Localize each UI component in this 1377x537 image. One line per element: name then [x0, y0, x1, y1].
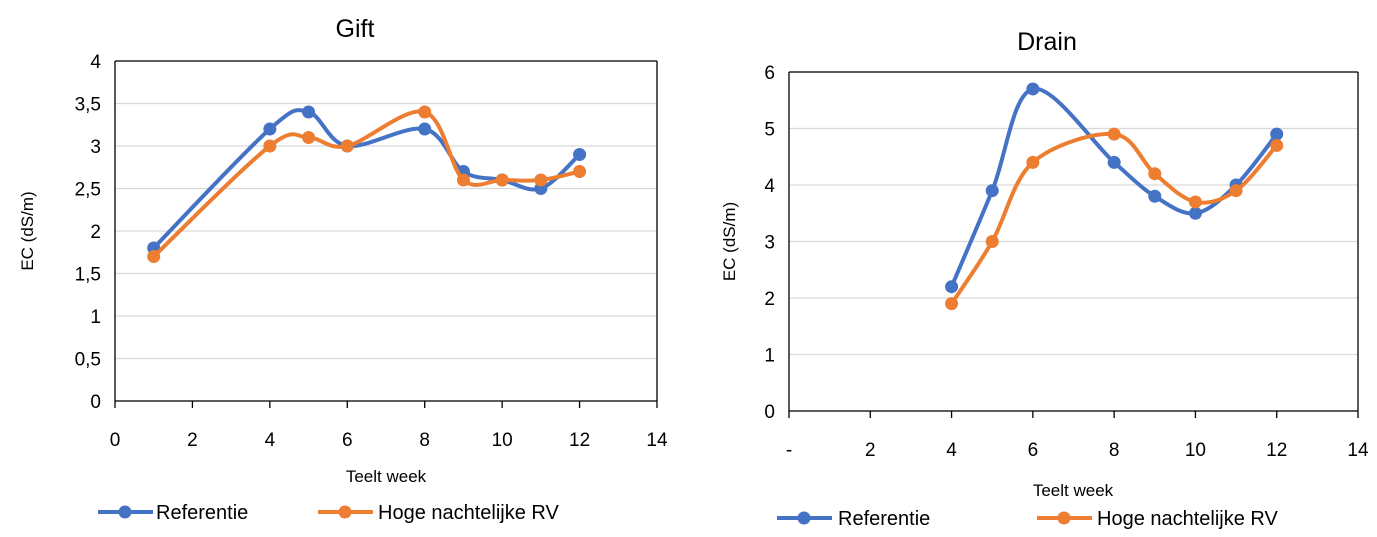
- x-tick-label: 8: [419, 430, 430, 451]
- y-tick-label: 3: [90, 137, 101, 158]
- data-point: [945, 280, 959, 294]
- y-tick-label: 1: [764, 346, 775, 367]
- x-tick-label: 10: [1185, 440, 1206, 461]
- x-tick-label: 12: [569, 430, 590, 451]
- data-point: [1188, 195, 1202, 209]
- y-tick-label: 4: [90, 52, 101, 73]
- data-point: [1107, 127, 1121, 141]
- legend-swatch-marker: [797, 511, 811, 525]
- legend-swatch-marker: [1057, 511, 1071, 525]
- data-point: [1107, 155, 1121, 169]
- x-tick-label: -: [786, 440, 792, 461]
- legend: Referentie Hoge nachtelijke RV: [98, 502, 560, 524]
- y-axis-title: EC (dS/m): [18, 191, 37, 270]
- x-tick-label: 10: [492, 430, 513, 451]
- legend-swatch-marker: [338, 505, 352, 519]
- legend-item: Referentie: [777, 508, 930, 530]
- x-tick-label: 14: [1347, 440, 1369, 461]
- series-hoge-nachtelijke-rv: [945, 127, 1284, 311]
- y-tick-label: 1,5: [75, 265, 101, 286]
- y-tick-label: 0: [90, 392, 101, 413]
- legend-label: Referentie: [838, 508, 930, 530]
- x-tick-label: 14: [646, 430, 668, 451]
- data-point: [573, 148, 587, 161]
- chart-title: Gift: [336, 15, 375, 43]
- data-point: [1026, 82, 1040, 96]
- x-tick-label: 6: [342, 430, 353, 451]
- data-point: [263, 122, 277, 136]
- data-point: [147, 250, 161, 263]
- data-point: [1148, 189, 1162, 203]
- y-tick-label: 0: [764, 402, 775, 423]
- y-tick-label: 2: [764, 289, 775, 310]
- legend-swatch-marker: [118, 505, 132, 519]
- y-tick-label: 3,5: [75, 95, 101, 116]
- x-tick-label: 2: [187, 430, 198, 451]
- y-tick-label: 1: [90, 307, 101, 328]
- legend-label: Referentie: [156, 502, 248, 524]
- data-point: [340, 139, 354, 153]
- chart-1: Gift 0 0,5 1 1,5 2 2,5 3 3,5 4 0 2 4 6 8 10 12 14 Teelt we…: [18, 15, 668, 524]
- y-tick-label: 2: [90, 222, 101, 243]
- y-tick-label: 4: [764, 176, 775, 197]
- x-axis-title: Teelt week: [346, 467, 427, 486]
- data-point: [456, 173, 470, 187]
- series-hoge-nachtelijke-rv: [147, 105, 587, 263]
- y-tick-label: 3: [764, 233, 775, 254]
- data-point: [418, 105, 432, 119]
- legend-label: Hoge nachtelijke RV: [378, 502, 560, 524]
- data-point: [1270, 127, 1284, 141]
- x-tick-label: 8: [1109, 440, 1120, 461]
- series-referentie: [945, 82, 1284, 294]
- y-tick-label: 2,5: [75, 180, 101, 201]
- legend-item: Hoge nachtelijke RV: [1037, 508, 1279, 530]
- legend-label: Hoge nachtelijke RV: [1097, 508, 1279, 530]
- y-tick-label: 0,5: [75, 350, 101, 371]
- chart-title: Drain: [1017, 28, 1077, 56]
- data-point: [534, 173, 548, 187]
- x-tick-label: 4: [265, 430, 276, 451]
- y-axis-title: EC (dS/m): [720, 202, 739, 281]
- legend: Referentie Hoge nachtelijke RV: [777, 508, 1279, 530]
- data-point: [263, 139, 277, 153]
- data-point: [1026, 155, 1040, 169]
- data-point: [418, 122, 432, 136]
- x-tick-label: 2: [865, 440, 876, 461]
- data-point: [985, 235, 999, 248]
- data-point: [1148, 167, 1162, 181]
- data-point: [1229, 184, 1243, 198]
- series-line: [949, 86, 1279, 289]
- data-point: [1188, 206, 1202, 220]
- x-tick-label: 0: [110, 430, 121, 451]
- data-point: [495, 173, 509, 187]
- data-point: [302, 105, 316, 119]
- data-point: [1270, 138, 1284, 152]
- y-tick-label: 5: [764, 120, 775, 141]
- x-axis-title: Teelt week: [1033, 481, 1114, 500]
- legend-item: Hoge nachtelijke RV: [318, 502, 560, 524]
- x-tick-label: 12: [1266, 440, 1287, 461]
- x-tick-label: 4: [946, 440, 957, 461]
- x-tick-label: 6: [1028, 440, 1039, 461]
- series-referentie: [147, 105, 587, 255]
- data-point: [302, 131, 316, 144]
- legend-item: Referentie: [98, 502, 248, 524]
- data-point: [573, 165, 587, 178]
- data-point: [985, 184, 999, 198]
- data-point: [945, 297, 959, 311]
- y-tick-label: 6: [764, 63, 775, 84]
